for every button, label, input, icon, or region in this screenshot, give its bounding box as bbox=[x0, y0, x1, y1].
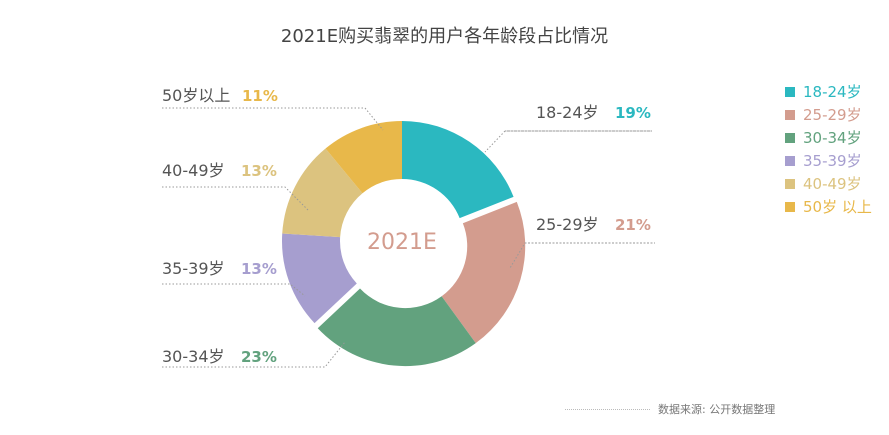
value-label-2: 23% bbox=[241, 348, 277, 366]
donut-slice-5 bbox=[325, 121, 402, 194]
category-label-5: 50岁以上 bbox=[162, 86, 230, 105]
legend: 18-24岁 25-29岁 30-34岁 35-39岁 40-49岁 50岁 以上 bbox=[785, 80, 872, 218]
legend-swatch bbox=[785, 86, 795, 97]
legend-swatch bbox=[785, 178, 795, 189]
legend-item-4: 40-49岁 bbox=[785, 172, 872, 195]
leader-line-5 bbox=[162, 107, 384, 131]
value-label-4: 13% bbox=[241, 162, 277, 180]
leader-line-0 bbox=[484, 130, 652, 153]
category-label-2: 30-34岁 bbox=[162, 347, 225, 366]
chart-title: 2021E购买翡翠的用户各年龄段占比情况 bbox=[280, 26, 609, 47]
leader-line-3 bbox=[162, 283, 306, 297]
legend-item-0: 18-24岁 bbox=[785, 80, 872, 103]
donut-slice-1 bbox=[441, 201, 526, 344]
donut-slice-2 bbox=[317, 288, 476, 367]
category-label-4: 40-49岁 bbox=[162, 161, 225, 180]
value-label-1: 21% bbox=[615, 216, 651, 234]
donut-slice-3 bbox=[281, 233, 357, 324]
legend-label: 35-39岁 bbox=[803, 152, 862, 170]
value-label-5: 11% bbox=[242, 87, 278, 105]
legend-label: 18-24岁 bbox=[803, 83, 862, 101]
donut-slice-4 bbox=[282, 148, 363, 238]
source-divider bbox=[565, 409, 650, 410]
legend-item-1: 25-29岁 bbox=[785, 103, 872, 126]
category-label-1: 25-29岁 bbox=[536, 215, 599, 234]
value-label-3: 13% bbox=[241, 260, 277, 278]
legend-item-5: 50岁 以上 bbox=[785, 195, 872, 218]
legend-label: 30-34岁 bbox=[803, 129, 862, 147]
donut-slice-0 bbox=[402, 121, 514, 219]
legend-swatch bbox=[785, 109, 795, 120]
center-label: 2021E bbox=[367, 230, 437, 255]
legend-label: 25-29岁 bbox=[803, 106, 862, 124]
value-label-0: 19% bbox=[615, 104, 651, 122]
legend-swatch bbox=[785, 201, 795, 212]
legend-swatch bbox=[785, 132, 795, 143]
leader-line-4 bbox=[162, 186, 309, 211]
legend-swatch bbox=[785, 155, 795, 166]
category-label-0: 18-24岁 bbox=[536, 103, 599, 122]
category-label-3: 35-39岁 bbox=[162, 259, 225, 278]
legend-item-2: 30-34岁 bbox=[785, 126, 872, 149]
legend-item-3: 35-39岁 bbox=[785, 149, 872, 172]
legend-label: 40-49岁 bbox=[803, 175, 862, 193]
leader-line-1 bbox=[509, 242, 655, 269]
legend-label: 50岁 以上 bbox=[803, 198, 872, 216]
source-note: 数据来源: 公开数据整理 bbox=[658, 403, 776, 416]
